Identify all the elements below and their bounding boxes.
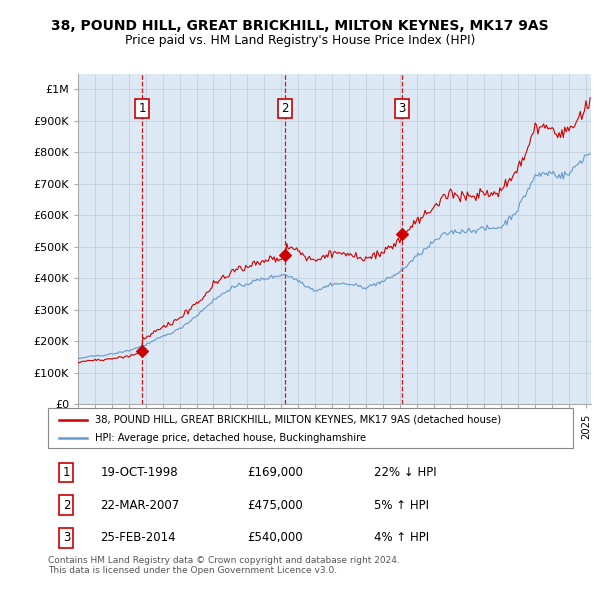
Text: 1: 1 [139, 102, 146, 115]
Text: 2: 2 [281, 102, 289, 115]
Text: £540,000: £540,000 [248, 531, 303, 544]
Text: 5% ↑ HPI: 5% ↑ HPI [373, 499, 428, 512]
Text: 2: 2 [62, 499, 70, 512]
Text: £475,000: £475,000 [248, 499, 303, 512]
Text: 1: 1 [62, 466, 70, 479]
Text: 38, POUND HILL, GREAT BRICKHILL, MILTON KEYNES, MK17 9AS (detached house): 38, POUND HILL, GREAT BRICKHILL, MILTON … [95, 415, 502, 425]
Text: 22-MAR-2007: 22-MAR-2007 [101, 499, 180, 512]
Text: £169,000: £169,000 [248, 466, 304, 479]
Text: 22% ↓ HPI: 22% ↓ HPI [373, 466, 436, 479]
Text: 3: 3 [62, 531, 70, 544]
Text: 3: 3 [398, 102, 406, 115]
Text: 38, POUND HILL, GREAT BRICKHILL, MILTON KEYNES, MK17 9AS: 38, POUND HILL, GREAT BRICKHILL, MILTON … [51, 19, 549, 33]
Point [137, 346, 147, 356]
Text: Contains HM Land Registry data © Crown copyright and database right 2024.
This d: Contains HM Land Registry data © Crown c… [48, 556, 400, 575]
Text: Price paid vs. HM Land Registry's House Price Index (HPI): Price paid vs. HM Land Registry's House … [125, 34, 475, 47]
Point [280, 250, 290, 260]
Point [397, 230, 407, 239]
Text: 4% ↑ HPI: 4% ↑ HPI [373, 531, 428, 544]
FancyBboxPatch shape [48, 408, 573, 448]
Text: HPI: Average price, detached house, Buckinghamshire: HPI: Average price, detached house, Buck… [95, 434, 367, 443]
Text: 25-FEB-2014: 25-FEB-2014 [101, 531, 176, 544]
Text: 19-OCT-1998: 19-OCT-1998 [101, 466, 178, 479]
